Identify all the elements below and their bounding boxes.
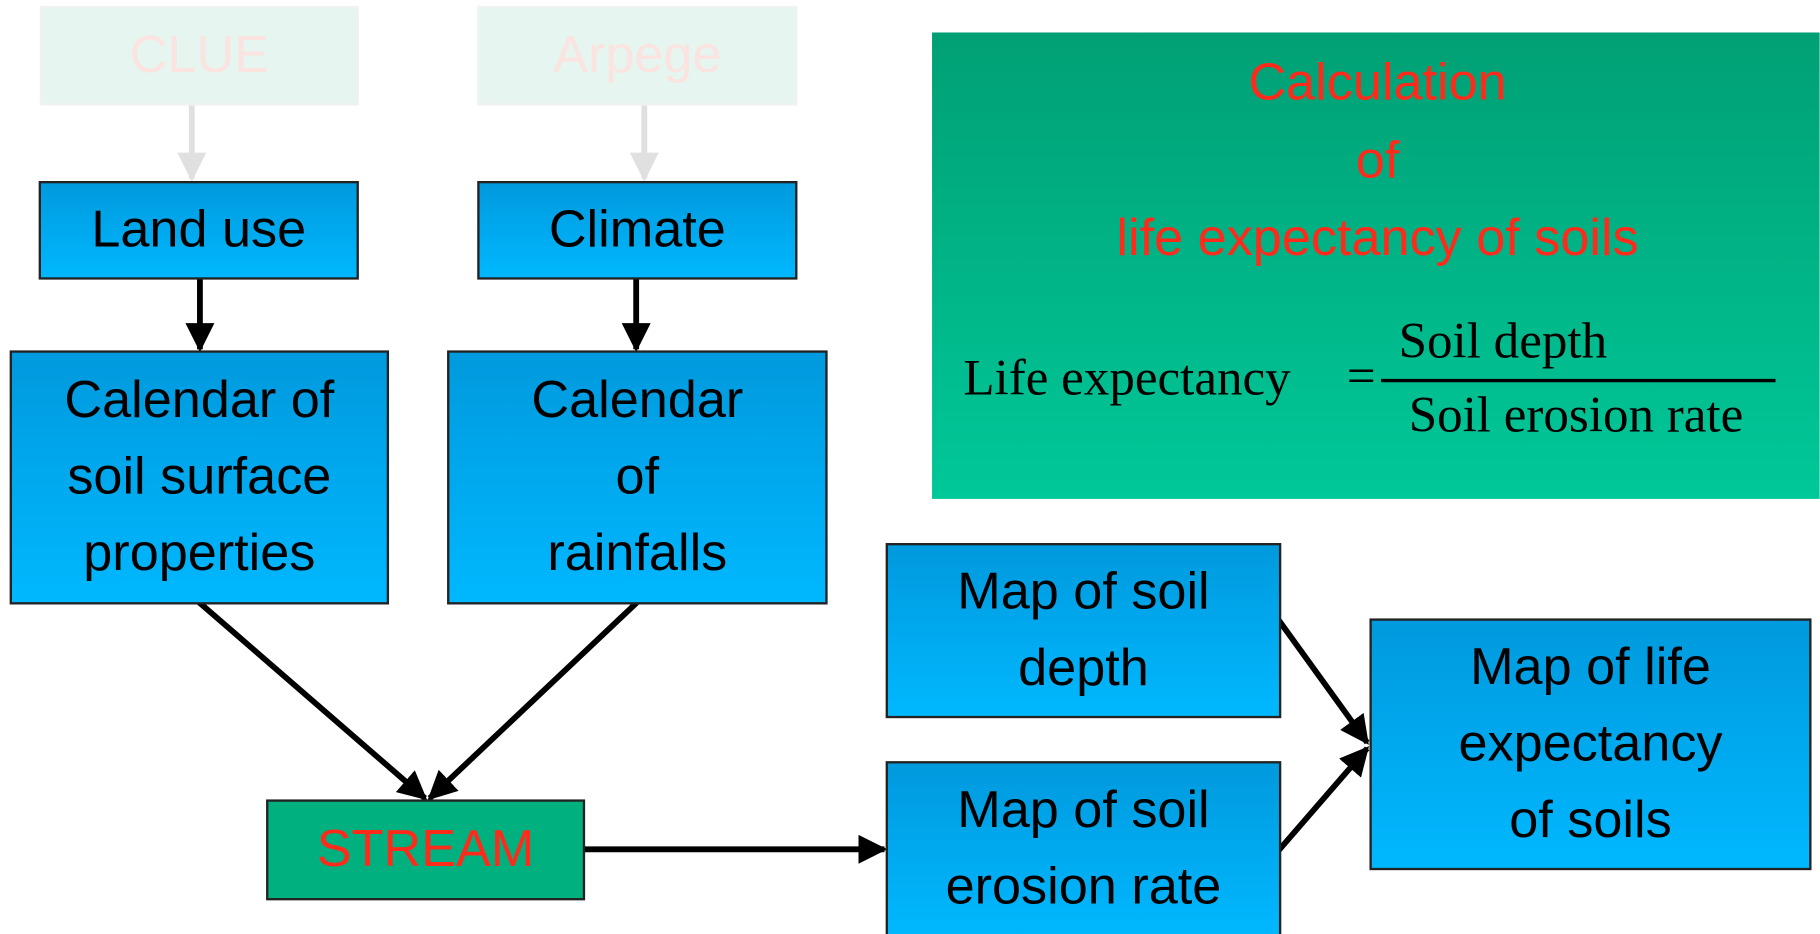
panel-title: Calculation — [1248, 54, 1506, 112]
node-box — [9, 350, 390, 605]
node-box — [885, 761, 1282, 934]
node-box — [1369, 618, 1812, 871]
node-label: erosion rate — [946, 858, 1222, 916]
panel-title: of — [1356, 131, 1400, 189]
node-box — [38, 180, 359, 280]
arrow — [427, 598, 641, 801]
formula-numerator: Soil depth — [1399, 313, 1607, 369]
node-box — [447, 350, 828, 605]
node-box — [477, 5, 798, 106]
node-label: CLUE — [130, 26, 269, 84]
node-box — [477, 180, 798, 280]
node-label: Climate — [549, 200, 726, 258]
formula-left: Life expectancy — [963, 351, 1291, 407]
arrow — [1274, 615, 1370, 745]
node-box — [885, 542, 1282, 719]
node-label: Calendar — [531, 371, 743, 429]
formula-equals: = — [1347, 348, 1376, 404]
node-label: Map of life — [1470, 638, 1711, 696]
node-label: of soils — [1509, 791, 1671, 849]
node-label: properties — [83, 524, 315, 582]
node-label: Land use — [91, 200, 306, 258]
node-label: STREAM — [317, 820, 535, 878]
node-label: expectancy — [1458, 714, 1722, 772]
nodes: CLUE Arpege Land use Climate Calendar of soil… — [9, 5, 1812, 934]
node-box — [266, 799, 586, 901]
node-label: Map of soil — [957, 781, 1209, 839]
panel-text: Calculation of life expectancy of soils Lif… — [963, 54, 1743, 444]
node-label: of — [616, 448, 660, 506]
calculation-panel — [932, 32, 1820, 499]
node-label: Calendar of — [64, 371, 334, 429]
node-label: depth — [1018, 639, 1149, 697]
node-label: Arpege — [553, 26, 721, 84]
panel-title: life expectancy of soils — [1116, 209, 1638, 267]
formula-denominator: Soil erosion rate — [1409, 388, 1744, 444]
arrow — [195, 598, 428, 801]
arrows — [177, 104, 1370, 864]
node-box — [39, 5, 359, 106]
node-label: Map of soil — [957, 562, 1209, 620]
arrow — [1274, 746, 1370, 855]
node-label: soil surface — [67, 448, 331, 506]
node-label: rainfalls — [547, 524, 727, 582]
